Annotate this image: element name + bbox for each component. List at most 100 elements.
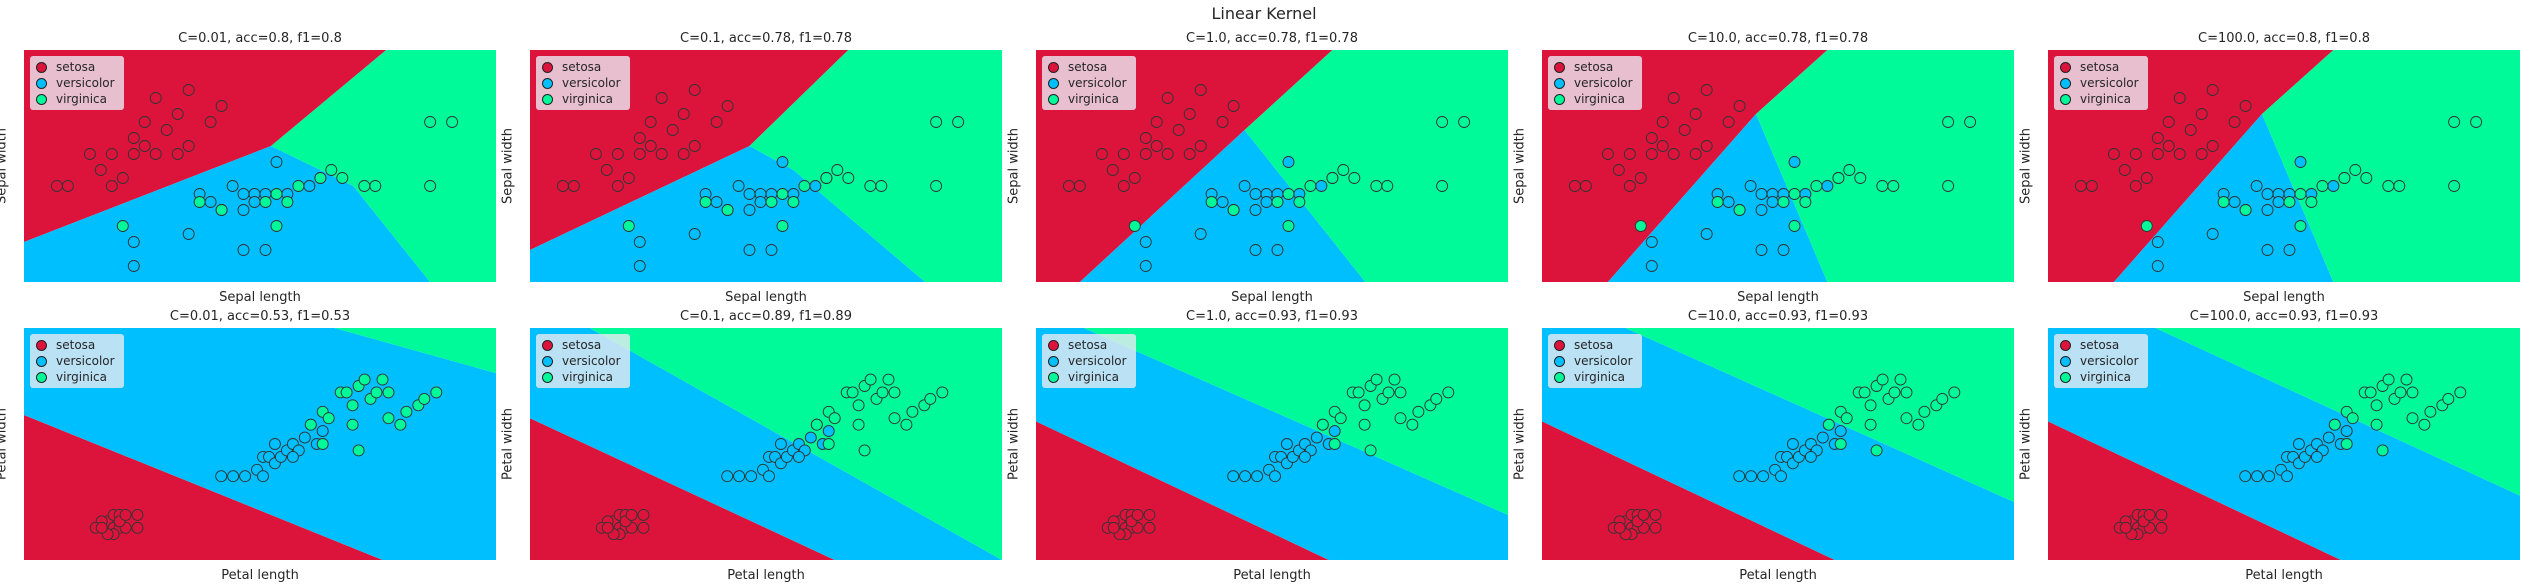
data-point-setosa <box>2118 164 2131 176</box>
legend-item-versicolor: versicolor <box>1048 75 1127 91</box>
data-point-versicolor <box>237 204 250 216</box>
data-point-versicolor <box>1733 470 1746 483</box>
subplot-1: C=0.01, acc=0.8, f1=0.8 setosa versicolor v… <box>0 31 496 305</box>
legend-label: versicolor <box>1068 354 1127 368</box>
data-point-versicolor <box>270 156 283 168</box>
legend-swatch-setosa <box>2060 339 2071 351</box>
legend-label: setosa <box>2080 60 2120 74</box>
data-point-virginica <box>1810 180 1823 192</box>
data-point-versicolor <box>226 180 239 192</box>
data-point-virginica <box>1352 386 1365 399</box>
data-point-virginica <box>2217 196 2230 208</box>
data-point-versicolor <box>710 196 723 208</box>
data-point-setosa <box>182 140 195 152</box>
data-point-virginica <box>394 418 407 431</box>
data-point-versicolor <box>298 431 311 444</box>
legend: setosa versicolor virginica <box>30 56 124 110</box>
data-point-setosa <box>2162 116 2175 128</box>
legend-label: versicolor <box>2080 354 2139 368</box>
legend-label: versicolor <box>1574 354 1633 368</box>
legend-item-virginica: virginica <box>1554 91 1633 107</box>
decision-region-setosa <box>24 328 383 560</box>
data-point-setosa <box>1150 116 1163 128</box>
legend-item-setosa: setosa <box>542 337 621 353</box>
data-point-versicolor <box>1757 470 1770 483</box>
data-point-setosa <box>160 124 173 136</box>
legend-label: setosa <box>1574 338 1614 352</box>
legend-label: setosa <box>1574 60 1614 74</box>
legend-label: virginica <box>56 370 107 384</box>
data-point-setosa <box>2129 148 2142 160</box>
data-point-setosa <box>94 164 107 176</box>
x-axis-label: Sepal length <box>1737 290 1819 305</box>
data-point-virginica <box>292 180 305 192</box>
data-point-setosa <box>1722 116 1735 128</box>
data-point-versicolor <box>1249 204 1262 216</box>
data-point-virginica <box>1864 399 1877 412</box>
data-point-versicolor <box>743 244 756 256</box>
data-point-versicolor <box>1269 470 1281 483</box>
data-point-setosa <box>1106 164 1119 176</box>
decision-plot <box>530 328 1002 560</box>
legend-label: versicolor <box>562 76 621 90</box>
data-point-setosa <box>1131 508 1144 521</box>
data-point-virginica <box>1394 386 1407 399</box>
legend: setosa versicolor virginica <box>536 56 630 110</box>
legend-swatch-versicolor <box>1554 77 1565 89</box>
decision-plot <box>24 328 496 560</box>
data-point-virginica <box>2382 180 2395 192</box>
legend: setosa versicolor virginica <box>2054 334 2148 388</box>
data-point-virginica <box>1282 220 1295 232</box>
data-point-virginica <box>430 386 443 399</box>
data-point-setosa <box>1637 508 1650 521</box>
data-point-versicolor <box>1194 228 1207 240</box>
data-point-setosa <box>2155 508 2168 521</box>
data-point-versicolor <box>2294 156 2307 168</box>
data-point-virginica <box>325 164 338 176</box>
legend-item-versicolor: versicolor <box>542 353 621 369</box>
data-point-setosa <box>601 521 614 534</box>
data-point-versicolor <box>2261 204 2274 216</box>
data-point-setosa <box>1143 521 1156 534</box>
legend-item-setosa: setosa <box>1048 59 1127 75</box>
data-point-versicolor <box>316 425 329 438</box>
legend-label: versicolor <box>1574 76 1633 90</box>
data-point-versicolor <box>804 431 817 444</box>
data-point-setosa <box>2206 84 2219 96</box>
legend-label: versicolor <box>56 354 115 368</box>
data-point-versicolor <box>237 244 250 256</box>
x-axis-label: Sepal length <box>1231 290 1313 305</box>
data-point-setosa <box>611 180 624 192</box>
data-point-versicolor <box>1755 244 1768 256</box>
data-point-virginica <box>2394 386 2407 399</box>
data-point-setosa <box>1623 180 1636 192</box>
data-point-setosa <box>644 116 657 128</box>
data-point-versicolor <box>268 438 281 450</box>
data-point-setosa <box>622 172 635 184</box>
data-point-virginica <box>798 180 811 192</box>
decision-region-versicolor <box>1542 328 2014 560</box>
subplot-title: C=0.1, acc=0.78, f1=0.78 <box>680 31 852 46</box>
data-point-versicolor <box>1755 204 1768 216</box>
legend-label: versicolor <box>1068 76 1127 90</box>
data-point-setosa <box>83 148 96 160</box>
legend-item-versicolor: versicolor <box>2060 75 2139 91</box>
data-point-virginica <box>1900 412 1913 425</box>
data-point-versicolor <box>822 425 835 438</box>
data-point-setosa <box>1612 164 1625 176</box>
data-point-versicolor <box>1788 156 1801 168</box>
data-point-virginica <box>1205 196 1218 208</box>
y-axis-label: Sepal width <box>500 127 516 205</box>
data-point-versicolor <box>1744 180 1757 192</box>
subplot-3: C=1.0, acc=0.78, f1=0.78 setosa versicolor… <box>1007 31 1508 305</box>
data-point-virginica <box>1942 116 1955 128</box>
data-point-virginica <box>2305 196 2318 208</box>
data-point-virginica <box>1382 386 1395 399</box>
legend-swatch-setosa <box>36 61 47 73</box>
legend-item-versicolor: versicolor <box>1048 353 1127 369</box>
data-point-setosa <box>1117 148 1130 160</box>
legend-item-virginica: virginica <box>1048 91 1127 107</box>
data-point-versicolor <box>743 188 756 200</box>
data-point-versicolor <box>763 470 775 483</box>
data-point-setosa <box>1689 108 1702 120</box>
